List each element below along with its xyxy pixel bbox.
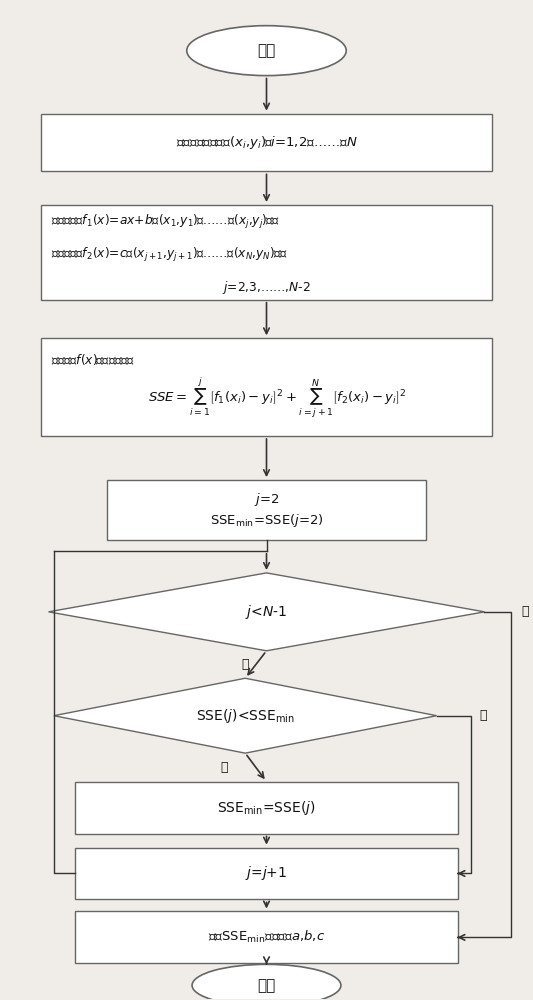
Text: $j$=$j$+1: $j$=$j$+1: [245, 864, 288, 882]
Text: 函数平直段$f_2$($x$)=$c$由($x_{j+1}$,$y_{j+1}$)，……，($x_N$,$y_N$)拟合: 函数平直段$f_2$($x$)=$c$由($x_{j+1}$,$y_{j+1}$…: [51, 246, 288, 264]
Text: $j$<$N$-1: $j$<$N$-1: [246, 603, 287, 621]
Ellipse shape: [192, 964, 341, 1000]
Text: 拟合函数$f$($x$)误差平方和为: 拟合函数$f$($x$)误差平方和为: [51, 352, 135, 367]
Polygon shape: [54, 678, 437, 753]
Polygon shape: [49, 573, 484, 651]
Text: SSE($j$)<SSE$_{\rm min}$: SSE($j$)<SSE$_{\rm min}$: [196, 707, 295, 725]
Text: SSE$_{\rm min}$=SSE($j$): SSE$_{\rm min}$=SSE($j$): [217, 799, 316, 817]
Text: $SSE=\sum_{i=1}^{j}\left[f_1(x_i)-y_i\right]^2+\sum_{i=j+1}^{N}\left[f_2(x_i)-y_: $SSE=\sum_{i=1}^{j}\left[f_1(x_i)-y_i\ri…: [148, 375, 406, 419]
Text: 输出SSE$_{\rm min}$及对应的$a$,$b$,$c$: 输出SSE$_{\rm min}$及对应的$a$,$b$,$c$: [208, 929, 325, 945]
Text: $j$=2
SSE$_{\rm min}$=SSE($j$=2): $j$=2 SSE$_{\rm min}$=SSE($j$=2): [209, 491, 324, 529]
Text: 采样获得实测数据($x_i$,$y_i$)，$i$=1,2，……，$N$: 采样获得实测数据($x_i$,$y_i$)，$i$=1,2，……，$N$: [175, 134, 358, 151]
Bar: [41, 114, 492, 171]
Bar: [75, 782, 458, 834]
Text: 函数上升段$f_1$($x$)=$ax$+$b$由($x_1$,$y_1$)，……，($x_j$,$y_j$)拟合: 函数上升段$f_1$($x$)=$ax$+$b$由($x_1$,$y_1$)，……: [51, 213, 280, 231]
Text: 是: 是: [220, 761, 228, 774]
Bar: [75, 848, 458, 899]
Bar: [41, 205, 492, 300]
Ellipse shape: [187, 26, 346, 76]
Bar: [107, 480, 426, 540]
Text: $j$=2,3,……,$N$-2: $j$=2,3,……,$N$-2: [222, 279, 311, 296]
Bar: [41, 338, 492, 436]
Text: 是: 是: [241, 658, 249, 671]
Text: 否: 否: [522, 605, 529, 618]
Bar: [75, 911, 458, 963]
Text: 开始: 开始: [257, 43, 276, 58]
Text: 否: 否: [479, 709, 487, 722]
Text: 结束: 结束: [257, 978, 276, 993]
